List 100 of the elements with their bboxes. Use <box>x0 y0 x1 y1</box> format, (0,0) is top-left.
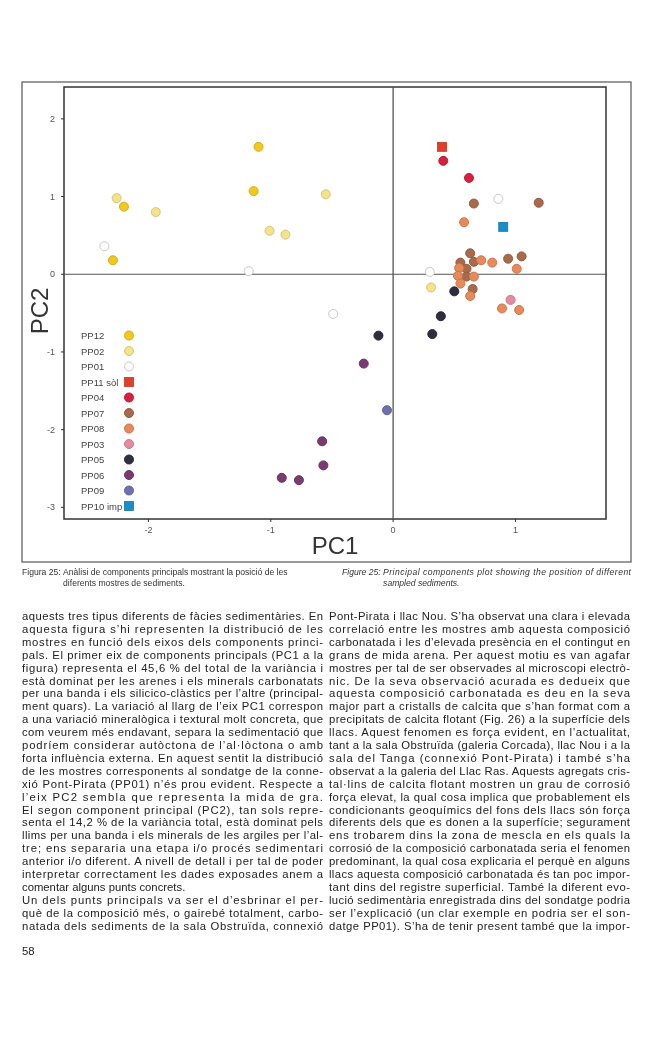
text: datge PP01). S’ha de tenir present també que la impor- <box>329 919 631 932</box>
point <box>358 358 369 369</box>
text: força elevat, la qual cosa implica que probablement els <box>329 790 631 803</box>
legend-label: PP06 <box>81 469 105 481</box>
point <box>276 472 287 483</box>
point <box>118 201 129 212</box>
point <box>514 304 525 315</box>
text: xió Pont-Pirata (PP01) n’és prou evident. Respecte a <box>22 777 324 790</box>
text: aquesta composició carbonatada es deu en la seva <box>329 687 631 700</box>
point <box>111 193 122 204</box>
text: llacs. Aquest fenomen es força evident, en l’actualitat, <box>329 726 630 739</box>
y-axis-title: PC2 <box>26 287 53 335</box>
legend-label: PP01 <box>81 361 105 372</box>
text: figura) representa el 45,6 % del total de la variància i <box>22 661 323 674</box>
text: condicionants geoquímics del fons dels llacs són força <box>329 803 631 816</box>
text: ens trobarem dins la zona de mescla en els quals la <box>329 829 631 842</box>
text: 58 <box>22 944 35 957</box>
text: llims per una banda i els minerals de les argiles per l’al- <box>22 829 324 842</box>
text: Figura 25: Anàlisi de components principals mostrant la posició de les diferents mostres de sediments. <box>22 567 288 588</box>
point <box>99 241 110 252</box>
point <box>493 193 504 204</box>
legend-label: PP11 sòl <box>81 376 119 388</box>
point <box>435 311 446 322</box>
text: senta el 14,2 % de la variància total, està dominat pels <box>22 816 324 829</box>
point <box>253 141 264 152</box>
text: correlació entre les mostres amb aquesta composició <box>329 622 630 635</box>
point <box>459 217 470 228</box>
text: sala del Tanga (connexió Pont-Pirata) i també s’ha <box>329 751 631 764</box>
point <box>243 266 254 277</box>
legend-label: PP03 <box>81 438 105 450</box>
point <box>150 207 161 218</box>
point <box>511 263 522 274</box>
text: ser l’explicació (un clar exemple en podria ser el son- <box>329 906 631 919</box>
point <box>424 266 435 277</box>
point <box>320 189 331 200</box>
text: diferents dels que es donen a la superfície; segurament <box>329 816 631 829</box>
text: mostres per tal de ser observades al microscopi electrò- <box>329 661 631 674</box>
text: observat a la galeria del Llac Ras. Aquests agregats cris- <box>329 764 631 777</box>
text: corrosió de la composició carbonatada seria el fenomen <box>329 842 630 855</box>
point <box>107 255 118 266</box>
caption: Figure 25: Principal components plot showing the position of different sampled sediments. <box>342 567 632 588</box>
text: nic. De la seva observació acurada es dedueix que <box>329 674 630 687</box>
point <box>248 186 259 197</box>
point <box>317 436 328 447</box>
text: forta influència externa. En aquest sentit la distribució <box>22 751 323 764</box>
point <box>505 294 516 305</box>
point <box>533 197 544 208</box>
point <box>382 405 392 416</box>
y-tick-label: 0 <box>49 269 55 280</box>
x-tick-label: 0 <box>390 525 396 535</box>
text: major part a cristalls de calcita que s’han format com a <box>329 700 631 713</box>
point <box>452 270 463 281</box>
point <box>373 330 384 341</box>
legend-label: PP08 <box>81 423 105 434</box>
text: El segon component principal (PC2), tan sols repre- <box>22 803 324 816</box>
legend-label: PP09 <box>81 485 105 496</box>
point <box>449 286 460 297</box>
x-tick-label: -2 <box>144 525 153 535</box>
text: com veurem més endavant, separa la sedimentació que <box>22 726 323 739</box>
text: l’eix PC2 sembla que representa la mida de gra. <box>22 790 323 803</box>
point <box>468 271 479 282</box>
point <box>427 329 438 340</box>
text: aquests tres tipus diferents de fàcies sedimentàries. En <box>22 610 323 622</box>
text: està dominat per les arenes i els minerals carbonatats <box>22 674 324 687</box>
point <box>487 257 498 268</box>
text: tant dins del registre superficial. També la diferent evo- <box>329 880 631 893</box>
point <box>264 225 275 236</box>
x-tick-label: 1 <box>512 525 518 535</box>
point <box>426 282 437 293</box>
text: carbonatada i les d’elevada presència en el contingut en <box>329 635 630 648</box>
text: tre; ens separaria una etapa i/o procés sedimentari <box>22 842 323 855</box>
x-tick-label: -1 <box>266 525 275 535</box>
point <box>455 278 466 289</box>
point <box>463 172 474 183</box>
text: podríem considerar autòctona de l’al·lòctona o amb <box>22 739 323 751</box>
legend-label: PP05 <box>81 454 105 465</box>
text: precipitats de calcita flotant (Fig. 26) a la superfície dels <box>329 713 631 726</box>
point <box>465 248 476 259</box>
text: a una variació mineralògica i textural molt concreta, que <box>22 713 323 726</box>
x-axis-title: PC1 <box>311 532 359 559</box>
legend-label: PP07 <box>81 407 105 419</box>
text: per una banda i els silicico-clàstics per l’altre (principal- <box>22 687 324 700</box>
text: mostres en funció dels eixos dels components princi- <box>22 635 324 648</box>
text: interpretar correctament les dades exposades anem a <box>22 868 324 880</box>
legend-label: PP10 imp <box>81 500 123 512</box>
legend-label: PP02 <box>81 345 105 357</box>
point <box>318 460 329 471</box>
point <box>498 221 509 232</box>
text: anterior i/o diferent. A nivell de detall i per tal de poder <box>22 855 324 868</box>
point <box>465 291 476 302</box>
text: pals. El primer eix de components principals (PC1 a la <box>22 648 324 661</box>
text: natada dels sediments de la sala Obstruïda, connexió <box>22 919 323 932</box>
y-tick-label: 2 <box>49 113 55 124</box>
y-tick-label: -3 <box>46 502 55 513</box>
text: tal·lins de calcita flotant mostren un grau de corrosió <box>329 777 630 790</box>
text: ment quars). La variació al llarg de l’eix PC1 correspon <box>22 700 323 713</box>
text: què de la composició més, o gairebé totalment, carbo- <box>22 906 324 919</box>
legend-label: PP12 <box>81 330 105 341</box>
point <box>497 303 508 314</box>
point <box>503 253 514 264</box>
